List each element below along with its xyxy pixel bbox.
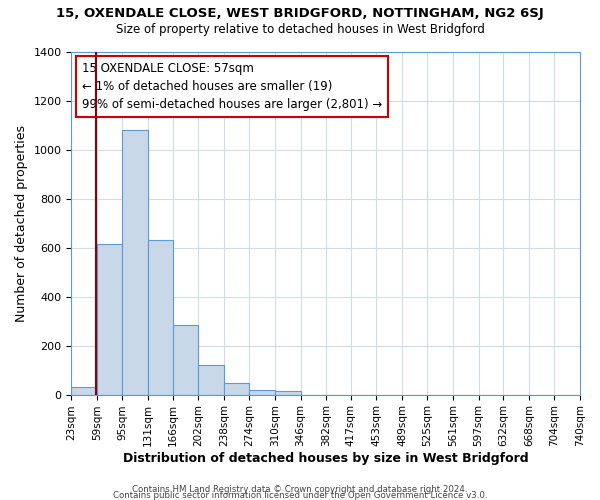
X-axis label: Distribution of detached houses by size in West Bridgford: Distribution of detached houses by size … [123,452,529,465]
Text: 15, OXENDALE CLOSE, WEST BRIDGFORD, NOTTINGHAM, NG2 6SJ: 15, OXENDALE CLOSE, WEST BRIDGFORD, NOTT… [56,8,544,20]
Text: Contains public sector information licensed under the Open Government Licence v3: Contains public sector information licen… [113,491,487,500]
Bar [275,391,301,394]
Bar [97,244,122,394]
Bar [173,325,199,394]
Text: Size of property relative to detached houses in West Bridgford: Size of property relative to detached ho… [116,22,484,36]
Bar [199,365,224,394]
Text: Contains HM Land Registry data © Crown copyright and database right 2024.: Contains HM Land Registry data © Crown c… [132,485,468,494]
Bar [122,130,148,394]
Bar [71,387,97,394]
Bar [148,240,173,394]
Bar [224,383,250,394]
Bar [250,390,275,394]
Text: 15 OXENDALE CLOSE: 57sqm
← 1% of detached houses are smaller (19)
99% of semi-de: 15 OXENDALE CLOSE: 57sqm ← 1% of detache… [82,62,382,111]
Y-axis label: Number of detached properties: Number of detached properties [15,124,28,322]
